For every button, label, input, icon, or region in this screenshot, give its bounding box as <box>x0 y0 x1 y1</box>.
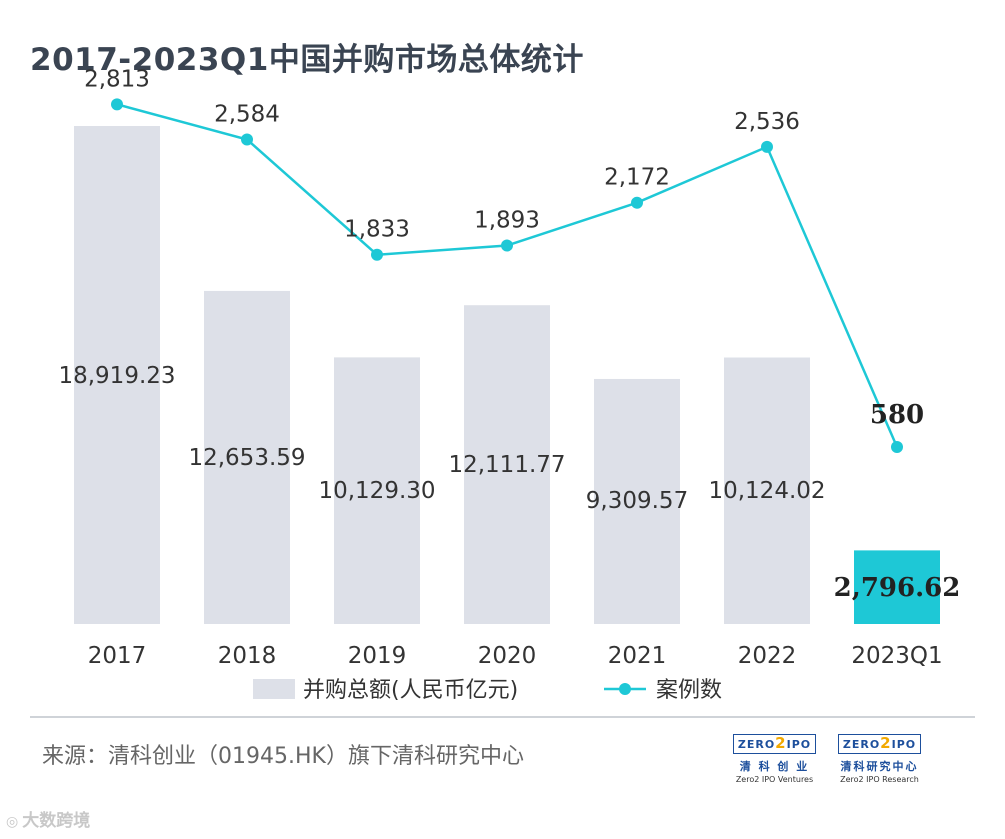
footer-divider <box>30 716 975 718</box>
bar-2020 <box>464 305 550 624</box>
line-point <box>111 98 123 111</box>
combo-chart: 2017 2018 2019 2020 2021 2022 2023Q1 18,919.23 1… <box>58 66 961 703</box>
line-value-label: 2,584 <box>214 101 280 127</box>
legend-bar-label: 并购总额(人民币亿元) <box>303 678 518 703</box>
bar-value-label: 18,919.23 <box>58 363 175 389</box>
line-point <box>371 248 383 261</box>
x-tick-label: 2022 <box>738 643 797 669</box>
x-tick-label: 2021 <box>608 643 667 669</box>
logo-cn-text: 清科研究中心 <box>840 760 919 773</box>
line-value-label: 2,172 <box>604 165 670 191</box>
zero2ipo-ventures-logo: ZERO2IPO 清 科 创 业 Zero2 IPO Ventures <box>727 733 822 784</box>
line-point <box>241 133 253 146</box>
watermark: ◎ 大数跨境 <box>6 811 91 831</box>
line-point <box>761 140 773 153</box>
logo-en-text: Zero2 IPO Research <box>840 775 919 784</box>
bar-2019 <box>334 357 420 624</box>
bar-2021 <box>594 378 680 624</box>
x-tick-label: 2020 <box>478 643 537 669</box>
line-point <box>891 441 903 453</box>
legend-line-label: 案例数 <box>656 678 722 703</box>
bar-2018 <box>204 290 290 624</box>
line-point <box>631 196 643 209</box>
line-value-label: 2,813 <box>84 66 150 92</box>
bar-2023Q1 <box>854 550 940 624</box>
logo-brand: ZERO2IPO <box>837 734 922 754</box>
line-point <box>501 239 513 252</box>
x-tick-label: 2023Q1 <box>851 643 942 669</box>
x-tick-label: 2017 <box>88 643 147 669</box>
bar-value-label: 9,309.57 <box>586 488 688 514</box>
zero2ipo-research-logo: ZERO2IPO 清科研究中心 Zero2 IPO Research <box>832 733 927 784</box>
bar-value-label: 10,124.02 <box>708 478 825 504</box>
source-note: 来源：清科创业（01945.HK）旗下清科研究中心 <box>42 744 524 769</box>
watermark-icon: ◎ <box>6 814 19 830</box>
x-tick-label: 2019 <box>348 643 407 669</box>
bar-2017 <box>74 126 160 624</box>
bar-value-label: 12,653.59 <box>188 445 305 471</box>
bar-value-label: 12,111.77 <box>448 452 565 478</box>
logo-cn-text: 清 科 创 业 <box>739 760 810 773</box>
bar-value-label: 10,129.30 <box>318 478 435 504</box>
legend-bar-swatch <box>253 679 295 699</box>
x-tick-label: 2018 <box>218 643 277 669</box>
legend-line-marker <box>619 683 631 695</box>
logo-brand: ZERO2IPO <box>732 734 817 754</box>
bar-2022 <box>724 357 810 624</box>
line-value-label: 2,536 <box>734 109 800 135</box>
chart-title: 2017-2023Q1中国并购市场总体统计 <box>30 42 584 78</box>
line-value-label: 580 <box>870 400 924 430</box>
logo-en-text: Zero2 IPO Ventures <box>735 775 814 784</box>
line-value-label: 1,833 <box>344 217 410 243</box>
bar-value-label: 2,796.62 <box>834 573 961 603</box>
line-value-label: 1,893 <box>474 208 540 234</box>
